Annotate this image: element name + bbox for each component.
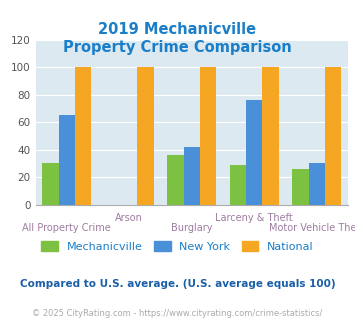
Text: Motor Vehicle Theft: Motor Vehicle Theft — [269, 223, 355, 233]
Bar — [246, 100, 262, 205]
Text: Burglary: Burglary — [171, 223, 212, 233]
Bar — [137, 67, 154, 205]
Bar — [184, 147, 200, 205]
Bar — [200, 67, 216, 205]
Text: Compared to U.S. average. (U.S. average equals 100): Compared to U.S. average. (U.S. average … — [20, 279, 335, 289]
Bar — [325, 67, 341, 205]
Bar — [59, 115, 75, 205]
Legend: Mechanicville, New York, National: Mechanicville, New York, National — [37, 237, 318, 256]
Text: All Property Crime: All Property Crime — [22, 223, 111, 233]
Bar — [292, 169, 308, 205]
Text: Arson: Arson — [115, 213, 143, 223]
Text: 2019 Mechanicville: 2019 Mechanicville — [98, 22, 257, 37]
Bar — [230, 165, 246, 205]
Text: © 2025 CityRating.com - https://www.cityrating.com/crime-statistics/: © 2025 CityRating.com - https://www.city… — [32, 309, 323, 318]
Text: Property Crime Comparison: Property Crime Comparison — [63, 40, 292, 55]
Bar — [262, 67, 279, 205]
Bar — [75, 67, 91, 205]
Bar — [308, 163, 325, 205]
Bar — [42, 163, 59, 205]
Text: Larceny & Theft: Larceny & Theft — [215, 213, 293, 223]
Bar — [167, 155, 184, 205]
